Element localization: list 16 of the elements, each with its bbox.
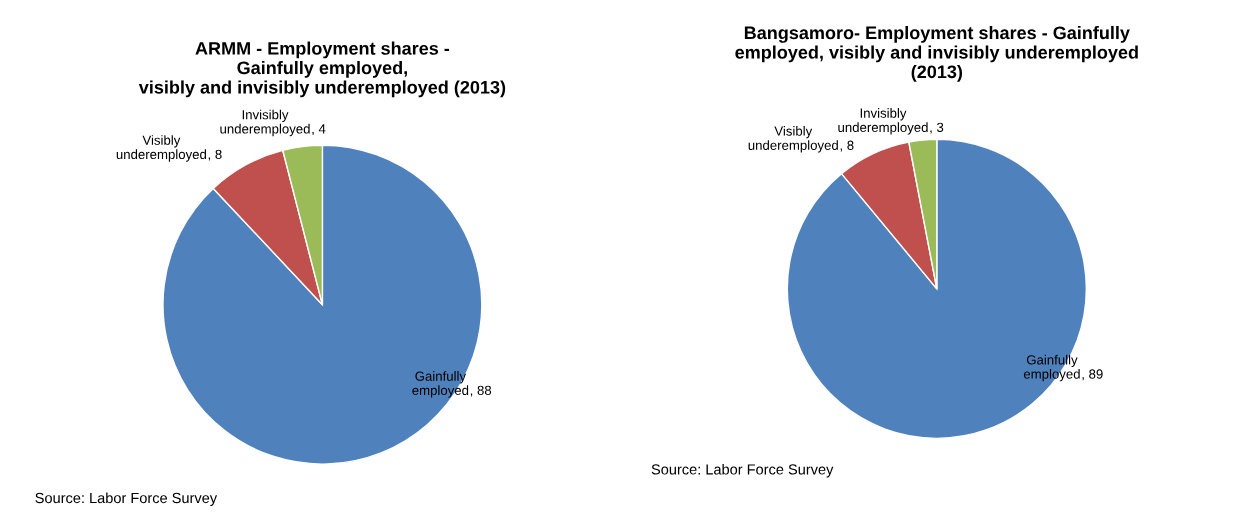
slice-label: Visibly underemployed xyxy=(748,126,838,153)
data-label: , 88 xyxy=(470,385,492,397)
chart-title: Bangsamoro- Employment shares - Gainfully employed, visibly and invisibly underemployed (2013) xyxy=(735,25,1138,82)
chart-title: ARMM - Employment shares - Gainfully employed, visibly and invisibly underemployed (2013) xyxy=(138,41,506,98)
slice-label: Invisibly underemployed xyxy=(220,109,310,137)
slice-label: Visibly underemployed xyxy=(116,135,207,162)
pie-slice xyxy=(840,141,938,290)
data-label: , 3 xyxy=(930,122,944,134)
data-label: , 4 xyxy=(312,124,326,136)
slice-label: Invisibly underemployed xyxy=(838,108,928,135)
pie-slice xyxy=(212,149,324,306)
data-label: , 89 xyxy=(1082,369,1103,381)
data-label: , 8 xyxy=(208,149,222,161)
data-label: , 8 xyxy=(840,140,854,152)
source-note: Source: Labor Force Survey xyxy=(651,463,834,478)
source-note: Source: Labor Force Survey xyxy=(35,492,218,507)
